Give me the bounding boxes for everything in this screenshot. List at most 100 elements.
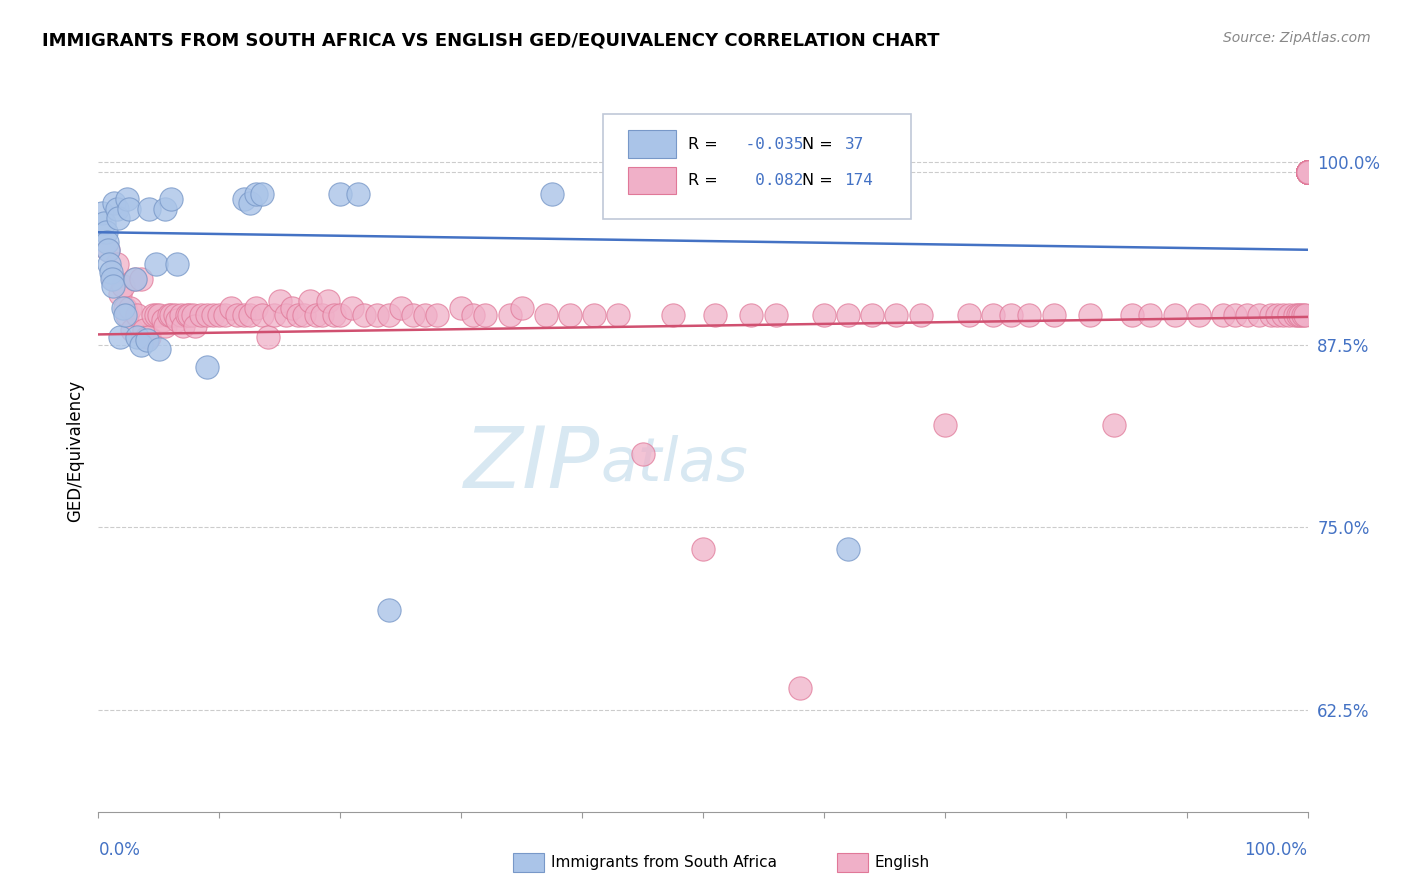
Point	[1296, 165, 1319, 179]
Point	[1121, 309, 1143, 323]
Point	[886, 309, 908, 323]
Text: Source: ZipAtlas.com: Source: ZipAtlas.com	[1223, 31, 1371, 45]
Point	[1296, 165, 1319, 179]
Point	[124, 272, 146, 286]
Point	[148, 342, 170, 356]
Point	[179, 309, 201, 323]
Point	[169, 309, 191, 323]
Point	[1296, 165, 1319, 179]
Point	[1296, 165, 1319, 179]
Text: R =: R =	[689, 136, 718, 152]
Point	[534, 309, 557, 323]
Point	[121, 323, 143, 337]
Point	[1296, 165, 1319, 179]
Point	[135, 330, 157, 344]
Point	[91, 206, 114, 220]
Point	[292, 309, 315, 323]
Point	[1296, 165, 1319, 179]
Point	[450, 301, 472, 315]
Point	[1296, 165, 1319, 179]
Point	[1260, 309, 1282, 323]
Point	[1294, 309, 1316, 323]
Point	[117, 192, 139, 206]
Point	[274, 309, 297, 323]
Point	[97, 243, 120, 257]
Point	[250, 309, 273, 323]
Point	[558, 309, 581, 323]
Point	[1296, 165, 1319, 179]
Point	[117, 309, 139, 323]
Text: 37: 37	[845, 136, 863, 152]
Point	[184, 318, 207, 333]
Point	[135, 333, 157, 347]
Text: atlas: atlas	[600, 435, 748, 494]
Bar	[628, 130, 676, 158]
Point	[195, 309, 218, 323]
Point	[1296, 165, 1319, 179]
Point	[1296, 165, 1319, 179]
Point	[860, 309, 883, 323]
Point	[1296, 165, 1319, 179]
Point	[934, 417, 956, 432]
Text: N =: N =	[803, 173, 832, 187]
Point	[111, 301, 134, 315]
Point	[1296, 165, 1319, 179]
Point	[250, 187, 273, 202]
Point	[114, 301, 136, 315]
Point	[114, 309, 136, 323]
Point	[389, 301, 412, 315]
Point	[269, 293, 291, 308]
Point	[347, 187, 370, 202]
Point	[94, 225, 117, 239]
Point	[129, 337, 152, 351]
Point	[97, 243, 120, 257]
Point	[837, 541, 859, 556]
Point	[837, 309, 859, 323]
Point	[176, 309, 198, 323]
Point	[1296, 165, 1319, 179]
Point	[692, 541, 714, 556]
Point	[195, 359, 218, 374]
Text: IMMIGRANTS FROM SOUTH AFRICA VS ENGLISH GED/EQUIVALENCY CORRELATION CHART: IMMIGRANTS FROM SOUTH AFRICA VS ENGLISH …	[42, 31, 939, 49]
Text: -0.035: -0.035	[735, 136, 803, 152]
Point	[208, 309, 231, 323]
Point	[1296, 165, 1319, 179]
Point	[101, 272, 124, 286]
Point	[353, 309, 375, 323]
Point	[281, 301, 304, 315]
Point	[1223, 309, 1246, 323]
Point	[1296, 165, 1319, 179]
Bar	[628, 167, 676, 194]
Point	[498, 309, 520, 323]
Point	[232, 192, 254, 206]
Point	[1296, 165, 1319, 179]
Text: ZIP: ZIP	[464, 424, 600, 507]
Point	[342, 301, 364, 315]
Point	[103, 196, 125, 211]
Point	[157, 309, 180, 323]
Point	[127, 309, 149, 323]
Point	[1296, 165, 1319, 179]
Point	[108, 286, 131, 301]
Point	[127, 330, 149, 344]
Text: English: English	[875, 855, 929, 870]
Point	[583, 309, 606, 323]
Point	[1272, 309, 1295, 323]
Point	[1296, 165, 1319, 179]
Point	[263, 309, 285, 323]
Point	[256, 330, 278, 344]
Point	[1296, 165, 1319, 179]
Point	[111, 279, 134, 293]
Point	[413, 309, 436, 323]
Point	[1296, 165, 1319, 179]
Point	[118, 301, 141, 315]
Point	[153, 202, 176, 216]
Point	[1284, 309, 1306, 323]
Point	[98, 257, 121, 271]
Point	[1296, 165, 1319, 179]
Text: 100.0%: 100.0%	[1244, 840, 1308, 859]
Point	[105, 202, 128, 216]
Point	[181, 309, 204, 323]
Point	[138, 330, 160, 344]
Point	[100, 265, 122, 279]
